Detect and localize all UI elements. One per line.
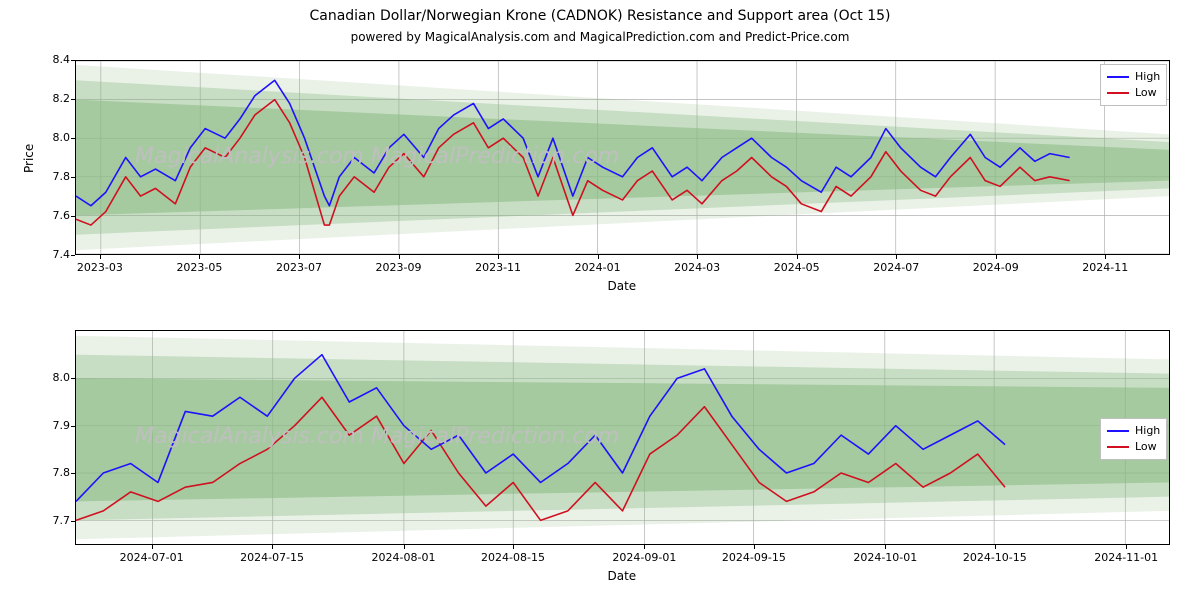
y-tick-label: 8.2	[40, 92, 70, 105]
x-tick-label: 2024-08-15	[478, 551, 548, 564]
x-tick-label: 2023-07	[264, 261, 334, 274]
top-chart-legend: HighLow	[1100, 64, 1167, 106]
x-tick-label: 2024-10-15	[960, 551, 1030, 564]
y-tick-label: 7.8	[40, 466, 70, 479]
y-tick-label: 8.4	[40, 53, 70, 66]
y-tick-label: 7.4	[40, 248, 70, 261]
y-tick-label: 7.8	[40, 170, 70, 183]
x-tick-label: 2024-09-15	[719, 551, 789, 564]
bottom-chart-legend: HighLow	[1100, 418, 1167, 460]
bottom-chart-xlabel: Date	[608, 569, 637, 583]
x-tick-label: 2024-07	[861, 261, 931, 274]
top-chart-xlabel: Date	[608, 279, 637, 293]
legend-item: High	[1107, 69, 1160, 85]
x-tick-label: 2024-08-01	[369, 551, 439, 564]
legend-swatch	[1107, 446, 1129, 448]
x-tick-label: 2024-01	[563, 261, 633, 274]
x-tick-label: 2023-03	[65, 261, 135, 274]
legend-swatch	[1107, 76, 1129, 78]
legend-label: High	[1135, 69, 1160, 85]
x-tick-label: 2024-10-01	[850, 551, 920, 564]
x-tick-label: 2024-03	[662, 261, 732, 274]
figure: Canadian Dollar/Norwegian Krone (CADNOK)…	[0, 0, 1200, 600]
y-tick-label: 7.7	[40, 514, 70, 527]
x-tick-label: 2024-11	[1070, 261, 1140, 274]
legend-item: Low	[1107, 85, 1160, 101]
legend-swatch	[1107, 430, 1129, 432]
y-tick-label: 8.0	[40, 371, 70, 384]
watermark: MagicalAnalysis.com MagicalPrediction.co…	[135, 144, 619, 169]
x-tick-label: 2024-11-01	[1091, 551, 1161, 564]
y-tick-label: 7.6	[40, 209, 70, 222]
legend-label: Low	[1135, 439, 1157, 455]
x-tick-label: 2024-07-01	[117, 551, 187, 564]
legend-swatch	[1107, 92, 1129, 94]
y-tick-label: 8.0	[40, 131, 70, 144]
x-tick-label: 2024-09-01	[609, 551, 679, 564]
watermark: MagicalAnalysis.com MagicalPrediction.co…	[135, 424, 619, 449]
chart-subtitle: powered by MagicalAnalysis.com and Magic…	[0, 30, 1200, 44]
legend-label: Low	[1135, 85, 1157, 101]
chart-title: Canadian Dollar/Norwegian Krone (CADNOK)…	[0, 8, 1200, 24]
legend-label: High	[1135, 423, 1160, 439]
x-tick-label: 2024-05	[762, 261, 832, 274]
top-chart-ylabel: Price	[22, 143, 36, 172]
legend-item: Low	[1107, 439, 1160, 455]
y-tick-label: 7.9	[40, 419, 70, 432]
x-tick-label: 2024-07-15	[237, 551, 307, 564]
x-tick-label: 2023-11	[463, 261, 533, 274]
x-tick-label: 2023-09	[364, 261, 434, 274]
x-tick-label: 2024-09	[961, 261, 1031, 274]
legend-item: High	[1107, 423, 1160, 439]
x-tick-label: 2023-05	[164, 261, 234, 274]
